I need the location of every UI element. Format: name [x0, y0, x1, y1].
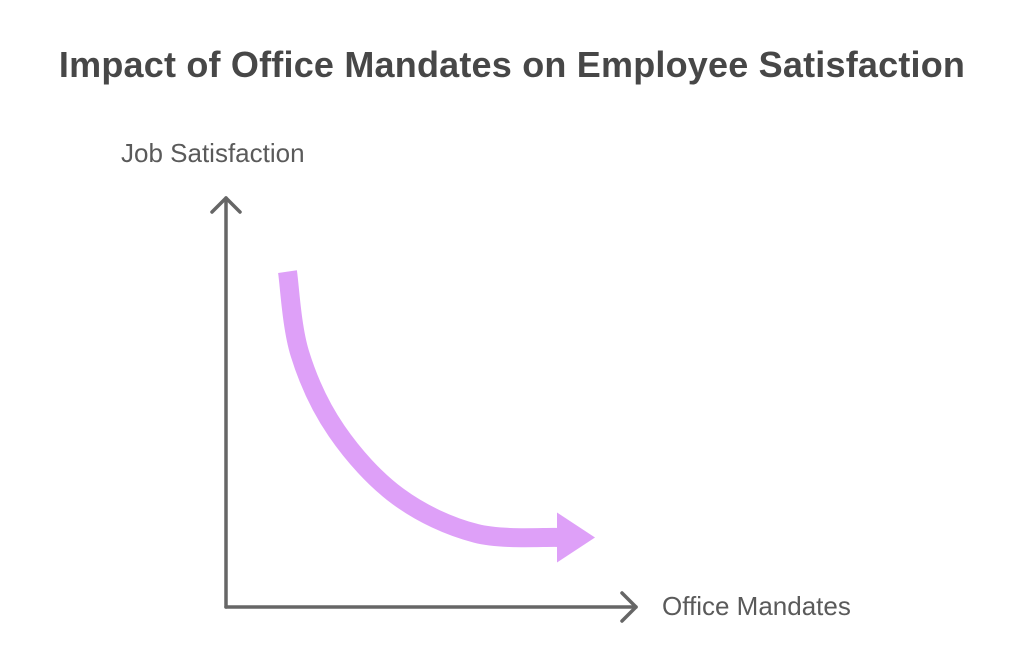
x-axis-label: Office Mandates	[662, 591, 851, 621]
series	[278, 270, 595, 563]
series-arrowhead-0	[557, 512, 595, 563]
axes	[210, 196, 638, 623]
y-axis-label: Job Satisfaction	[121, 138, 305, 168]
x-axis-arrowhead	[620, 591, 638, 623]
chart-title: Impact of Office Mandates on Employee Sa…	[58, 44, 966, 85]
series-line-0	[278, 270, 560, 548]
